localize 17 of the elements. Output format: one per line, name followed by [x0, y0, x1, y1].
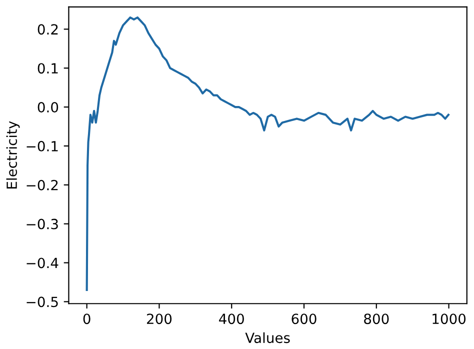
x-tick-label: 0 [83, 314, 90, 324]
x-tick-label: 1000 [432, 314, 466, 324]
y-tick-label: −0.2 [26, 180, 58, 190]
y-tick-label: −0.4 [26, 258, 58, 268]
x-tick-label: 800 [364, 314, 389, 324]
y-tick-label: 0.0 [38, 102, 58, 113]
y-tick-label: −0.3 [26, 218, 58, 230]
x-tick-label: 600 [292, 314, 316, 324]
x-tick-label: 400 [219, 314, 244, 324]
y-tick-label: 0.2 [38, 24, 58, 35]
y-tick-label: 0.1 [38, 63, 58, 74]
line-series [86, 16, 450, 292]
x-tick-label: 200 [146, 314, 172, 324]
x-axis-title: Values [245, 332, 290, 344]
y-tick-label: −0.1 [26, 140, 58, 152]
y-axis-title: Electricity [6, 121, 20, 188]
y-tick-label: −0.5 [26, 296, 58, 308]
